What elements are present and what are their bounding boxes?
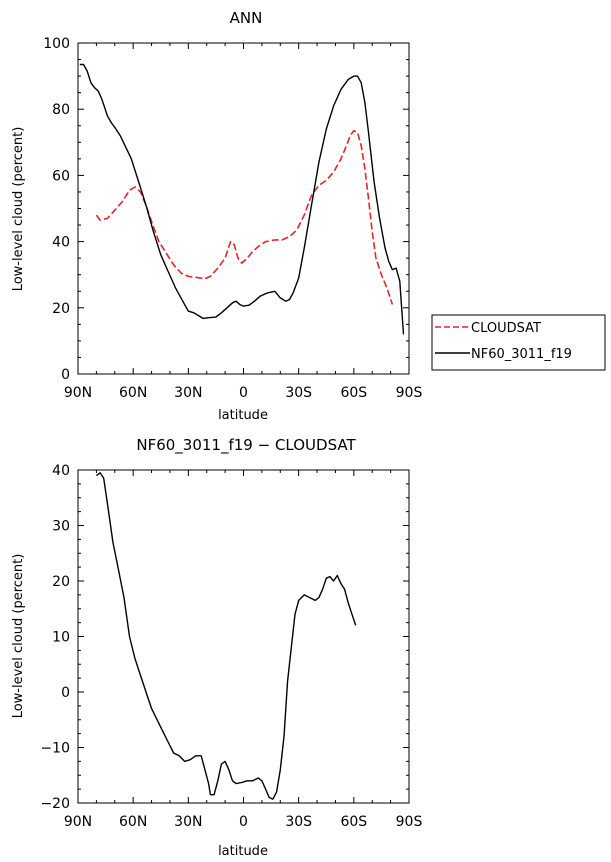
bottom-y-tick-label: 40 [52, 463, 70, 479]
legend: CLOUDSAT NF60_3011_f19 [431, 314, 606, 371]
top-y-tick-label: 100 [43, 36, 70, 52]
bottom-x-tick-label: 30S [285, 814, 312, 830]
bottom-x-tick-label: 90S [396, 814, 423, 830]
top-x-tick-label: 90N [64, 385, 92, 401]
top-y-tick-label: 20 [52, 301, 70, 317]
top-y-tick-label: 0 [61, 367, 70, 383]
legend-box [431, 314, 606, 371]
top-panel: ANN 90N 60N 30N 0 30S 60S 90S 0 20 40 60 80 100 lati… [11, 9, 422, 423]
bottom-y-tick-label: −20 [40, 796, 70, 812]
bottom-y-tick-label: 30 [52, 519, 70, 535]
bottom-plot-area [95, 472, 357, 800]
legend-model-label: NF60_3011_f19 [471, 347, 572, 362]
bottom-series-line-0 [95, 472, 357, 800]
top-x-tick-label: 30S [285, 385, 312, 401]
bottom-ticks: 90N 60N 30N 0 30S 60S 90S −20 −10 0 10 20 30 40 [40, 463, 422, 830]
top-chart-title: ANN [230, 9, 263, 27]
bottom-x-tick-label: 90N [64, 814, 92, 830]
bottom-y-tick-label: −10 [40, 741, 70, 757]
legend-cloudsat-label: CLOUDSAT [471, 321, 541, 336]
bottom-chart-title: NF60_3011_f19 − CLOUDSAT [136, 436, 356, 455]
bottom-y-tick-label: 20 [52, 574, 70, 590]
bottom-y-tick-label: 10 [52, 630, 70, 646]
top-x-axis-label: latitude [218, 408, 268, 423]
top-x-tick-label: 90S [396, 385, 423, 401]
top-series-line-0 [95, 129, 394, 305]
top-plot-area [79, 63, 405, 335]
bottom-x-tick-label: 60N [119, 814, 147, 830]
bottom-x-axis-label: latitude [218, 844, 268, 859]
bottom-y-tick-label: 0 [61, 685, 70, 701]
bottom-y-axis-label: Low-level cloud (percent) [11, 554, 26, 719]
top-plot-frame [77, 42, 410, 375]
top-ticks: 90N 60N 30N 0 30S 60S 90S 0 20 40 60 80 100 [43, 36, 422, 401]
top-y-tick-label: 40 [52, 235, 70, 251]
bottom-panel: NF60_3011_f19 − CLOUDSAT 90N 60N 30N 0 30S 60… [11, 436, 422, 859]
top-y-axis-label: Low-level cloud (percent) [11, 127, 26, 292]
top-x-tick-label: 0 [239, 385, 248, 401]
bottom-x-tick-label: 30N [174, 814, 202, 830]
top-x-tick-label: 30N [174, 385, 202, 401]
top-x-tick-label: 60N [119, 385, 147, 401]
top-y-tick-label: 80 [52, 102, 70, 118]
bottom-x-tick-label: 60S [340, 814, 367, 830]
bottom-plot-frame [77, 469, 410, 804]
top-series-line-1 [79, 63, 405, 335]
bottom-x-tick-label: 0 [239, 814, 248, 830]
top-y-tick-label: 60 [52, 168, 70, 184]
top-x-tick-label: 60S [340, 385, 367, 401]
